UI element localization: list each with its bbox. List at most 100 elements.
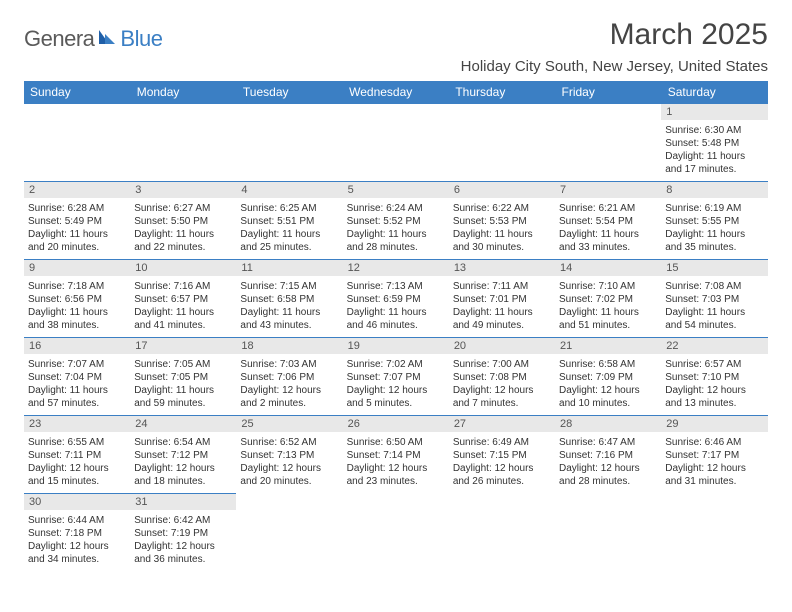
day-number: 18 [236, 338, 342, 354]
header: Genera Blue March 2025 Holiday City Sout… [24, 18, 768, 79]
day-number: 26 [343, 416, 449, 432]
calendar-cell-empty [555, 104, 661, 182]
sunrise-line: Sunrise: 6:52 AM [240, 436, 338, 449]
daylight-line: Daylight: 11 hours [28, 306, 126, 319]
day-number: 9 [24, 260, 130, 276]
sunset-line: Sunset: 7:01 PM [453, 293, 551, 306]
title-block: March 2025 Holiday City South, New Jerse… [461, 18, 768, 79]
sunrise-line: Sunrise: 7:08 AM [665, 280, 763, 293]
weekday-header-row: SundayMondayTuesdayWednesdayThursdayFrid… [24, 81, 768, 104]
day-number: 19 [343, 338, 449, 354]
daylight-line: and 35 minutes. [665, 241, 763, 254]
calendar-cell-empty [236, 104, 342, 182]
daylight-line: and 26 minutes. [453, 475, 551, 488]
location: Holiday City South, New Jersey, United S… [461, 58, 768, 75]
calendar-cell-empty [449, 104, 555, 182]
daylight-line: Daylight: 12 hours [134, 462, 232, 475]
daylight-line: and 10 minutes. [559, 397, 657, 410]
sunrise-line: Sunrise: 6:21 AM [559, 202, 657, 215]
calendar-cell: 14Sunrise: 7:10 AMSunset: 7:02 PMDayligh… [555, 260, 661, 338]
sunrise-line: Sunrise: 6:27 AM [134, 202, 232, 215]
sunset-line: Sunset: 7:03 PM [665, 293, 763, 306]
daylight-line: and 34 minutes. [28, 553, 126, 566]
calendar-cell: 30Sunrise: 6:44 AMSunset: 7:18 PMDayligh… [24, 494, 130, 572]
day-number: 5 [343, 182, 449, 198]
day-number: 28 [555, 416, 661, 432]
sunset-line: Sunset: 5:54 PM [559, 215, 657, 228]
calendar-cell-empty [661, 494, 767, 572]
day-number: 4 [236, 182, 342, 198]
daylight-line: and 20 minutes. [240, 475, 338, 488]
sunset-line: Sunset: 6:56 PM [28, 293, 126, 306]
daylight-line: Daylight: 12 hours [665, 462, 763, 475]
daylight-line: Daylight: 11 hours [347, 228, 445, 241]
calendar-cell: 27Sunrise: 6:49 AMSunset: 7:15 PMDayligh… [449, 416, 555, 494]
calendar-cell: 17Sunrise: 7:05 AMSunset: 7:05 PMDayligh… [130, 338, 236, 416]
day-number: 16 [24, 338, 130, 354]
daylight-line: and 17 minutes. [665, 163, 763, 176]
calendar-cell: 25Sunrise: 6:52 AMSunset: 7:13 PMDayligh… [236, 416, 342, 494]
daylight-line: Daylight: 11 hours [665, 150, 763, 163]
day-details: Sunrise: 6:25 AMSunset: 5:51 PMDaylight:… [236, 200, 342, 257]
sunrise-line: Sunrise: 6:42 AM [134, 514, 232, 527]
sunset-line: Sunset: 7:16 PM [559, 449, 657, 462]
sunset-line: Sunset: 5:53 PM [453, 215, 551, 228]
sunset-line: Sunset: 6:59 PM [347, 293, 445, 306]
daylight-line: and 54 minutes. [665, 319, 763, 332]
calendar-body: 1Sunrise: 6:30 AMSunset: 5:48 PMDaylight… [24, 104, 768, 572]
daylight-line: and 38 minutes. [28, 319, 126, 332]
daylight-line: Daylight: 11 hours [28, 228, 126, 241]
calendar-cell: 2Sunrise: 6:28 AMSunset: 5:49 PMDaylight… [24, 182, 130, 260]
daylight-line: and 41 minutes. [134, 319, 232, 332]
sunset-line: Sunset: 6:57 PM [134, 293, 232, 306]
day-details: Sunrise: 6:22 AMSunset: 5:53 PMDaylight:… [449, 200, 555, 257]
day-details: Sunrise: 6:42 AMSunset: 7:19 PMDaylight:… [130, 512, 236, 569]
daylight-line: Daylight: 11 hours [453, 306, 551, 319]
day-details: Sunrise: 6:52 AMSunset: 7:13 PMDaylight:… [236, 434, 342, 491]
day-details: Sunrise: 6:54 AMSunset: 7:12 PMDaylight:… [130, 434, 236, 491]
daylight-line: and 28 minutes. [347, 241, 445, 254]
daylight-line: Daylight: 11 hours [134, 384, 232, 397]
daylight-line: and 25 minutes. [240, 241, 338, 254]
weekday-header: Tuesday [236, 81, 342, 104]
daylight-line: Daylight: 11 hours [665, 306, 763, 319]
sunrise-line: Sunrise: 6:57 AM [665, 358, 763, 371]
logo-sail-icon [97, 28, 117, 51]
logo-text-blue: Blue [120, 26, 162, 52]
calendar-row: 9Sunrise: 7:18 AMSunset: 6:56 PMDaylight… [24, 260, 768, 338]
calendar-cell: 9Sunrise: 7:18 AMSunset: 6:56 PMDaylight… [24, 260, 130, 338]
calendar-cell: 31Sunrise: 6:42 AMSunset: 7:19 PMDayligh… [130, 494, 236, 572]
day-details: Sunrise: 7:02 AMSunset: 7:07 PMDaylight:… [343, 356, 449, 413]
calendar-row: 23Sunrise: 6:55 AMSunset: 7:11 PMDayligh… [24, 416, 768, 494]
calendar-cell-empty [343, 104, 449, 182]
sunset-line: Sunset: 7:07 PM [347, 371, 445, 384]
weekday-header: Thursday [449, 81, 555, 104]
daylight-line: and 46 minutes. [347, 319, 445, 332]
day-number: 13 [449, 260, 555, 276]
daylight-line: and 49 minutes. [453, 319, 551, 332]
sunset-line: Sunset: 5:51 PM [240, 215, 338, 228]
calendar-cell: 12Sunrise: 7:13 AMSunset: 6:59 PMDayligh… [343, 260, 449, 338]
sunset-line: Sunset: 7:18 PM [28, 527, 126, 540]
daylight-line: and 13 minutes. [665, 397, 763, 410]
calendar-cell: 11Sunrise: 7:15 AMSunset: 6:58 PMDayligh… [236, 260, 342, 338]
day-number: 8 [661, 182, 767, 198]
sunrise-line: Sunrise: 7:15 AM [240, 280, 338, 293]
day-details: Sunrise: 6:19 AMSunset: 5:55 PMDaylight:… [661, 200, 767, 257]
daylight-line: and 7 minutes. [453, 397, 551, 410]
sunrise-line: Sunrise: 6:50 AM [347, 436, 445, 449]
sunrise-line: Sunrise: 6:55 AM [28, 436, 126, 449]
sunset-line: Sunset: 7:04 PM [28, 371, 126, 384]
calendar-cell: 26Sunrise: 6:50 AMSunset: 7:14 PMDayligh… [343, 416, 449, 494]
daylight-line: Daylight: 12 hours [559, 462, 657, 475]
day-details: Sunrise: 6:30 AMSunset: 5:48 PMDaylight:… [661, 122, 767, 179]
sunset-line: Sunset: 7:15 PM [453, 449, 551, 462]
day-number: 24 [130, 416, 236, 432]
day-details: Sunrise: 6:21 AMSunset: 5:54 PMDaylight:… [555, 200, 661, 257]
daylight-line: Daylight: 11 hours [665, 228, 763, 241]
day-number: 27 [449, 416, 555, 432]
sunrise-line: Sunrise: 7:07 AM [28, 358, 126, 371]
daylight-line: Daylight: 12 hours [240, 384, 338, 397]
day-number: 2 [24, 182, 130, 198]
daylight-line: Daylight: 12 hours [28, 462, 126, 475]
